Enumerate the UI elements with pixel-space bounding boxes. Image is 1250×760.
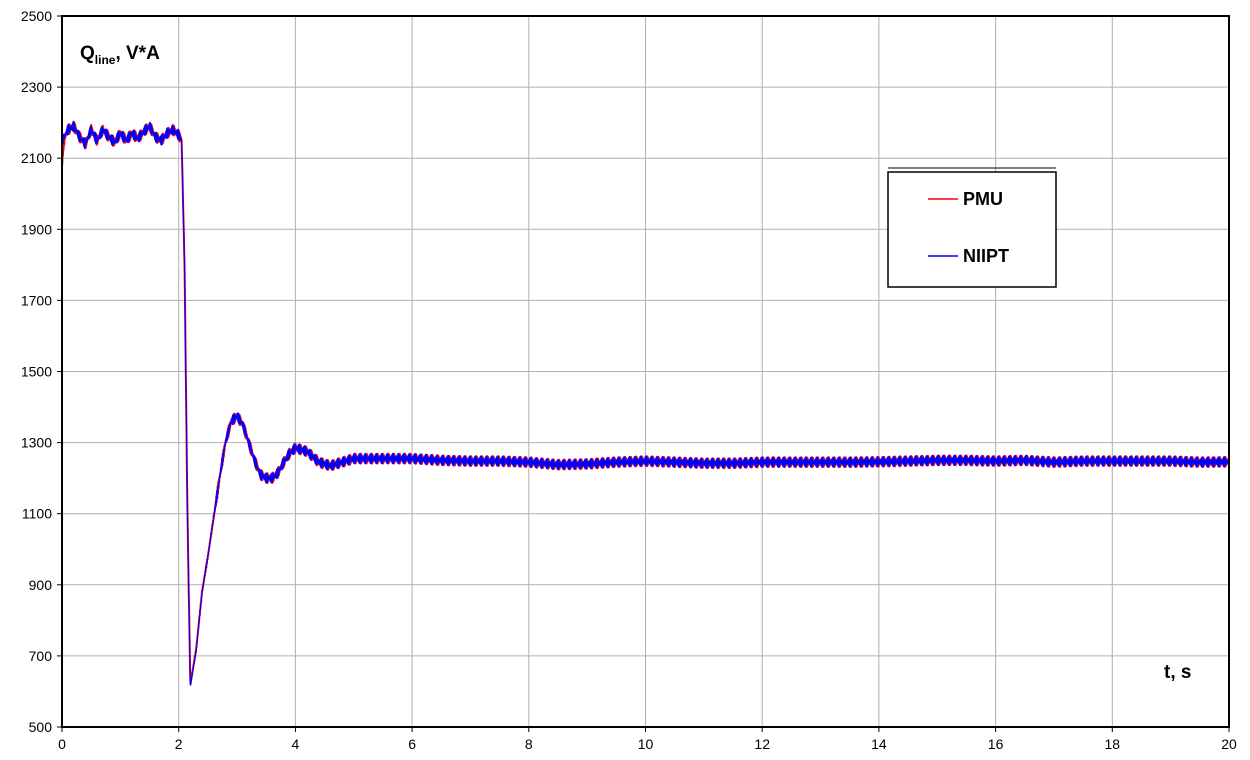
y-tick-label-1: 700 (29, 648, 53, 664)
x-tick-label-4: 8 (525, 736, 533, 752)
x-tick-label-8: 16 (988, 736, 1004, 752)
x-tick-label-3: 6 (408, 736, 416, 752)
y-tick-label-8: 2100 (21, 150, 52, 166)
x-tick-label-0: 0 (58, 736, 66, 752)
y-tick-label-5: 1500 (21, 364, 52, 380)
x-tick-label-7: 14 (871, 736, 887, 752)
x-tick-label-10: 20 (1221, 736, 1237, 752)
legend-label-niipt: NIIPT (963, 246, 1009, 266)
x-axis-label: t, s (1164, 662, 1191, 683)
grid-lines (62, 16, 1229, 727)
y-tick-label-3: 1100 (22, 506, 52, 522)
x-tick-label-9: 18 (1105, 736, 1121, 752)
legend: PMU NIIPT (888, 168, 1056, 287)
y-tick-label-7: 1900 (21, 221, 52, 237)
y-tick-label-2: 900 (29, 577, 53, 593)
x-tick-label-1: 2 (175, 736, 183, 752)
x-tick-label-5: 10 (638, 736, 654, 752)
y-tick-label-0: 500 (29, 719, 53, 735)
y-tick-label-9: 2300 (21, 79, 52, 95)
y-axis-label-subscript: line (95, 53, 116, 67)
y-axis-label-suffix: , V*A (115, 43, 160, 64)
y-axis-label-main: Q (80, 43, 95, 64)
y-tick-label-4: 1300 (21, 435, 52, 451)
x-tick-label-2: 4 (292, 736, 300, 752)
y-axis-label: Qline, V*A (80, 43, 160, 67)
x-axis-ticks: 0 2 4 6 8 10 12 14 16 18 20 (58, 727, 1237, 752)
legend-label-pmu: PMU (963, 189, 1003, 209)
y-axis-ticks: 500 700 900 1100 1300 1500 1700 1900 2100 2300 250… (21, 8, 62, 735)
y-tick-label-6: 1700 (21, 292, 52, 308)
x-tick-label-6: 12 (754, 736, 770, 752)
y-tick-label-10: 2500 (21, 8, 52, 24)
